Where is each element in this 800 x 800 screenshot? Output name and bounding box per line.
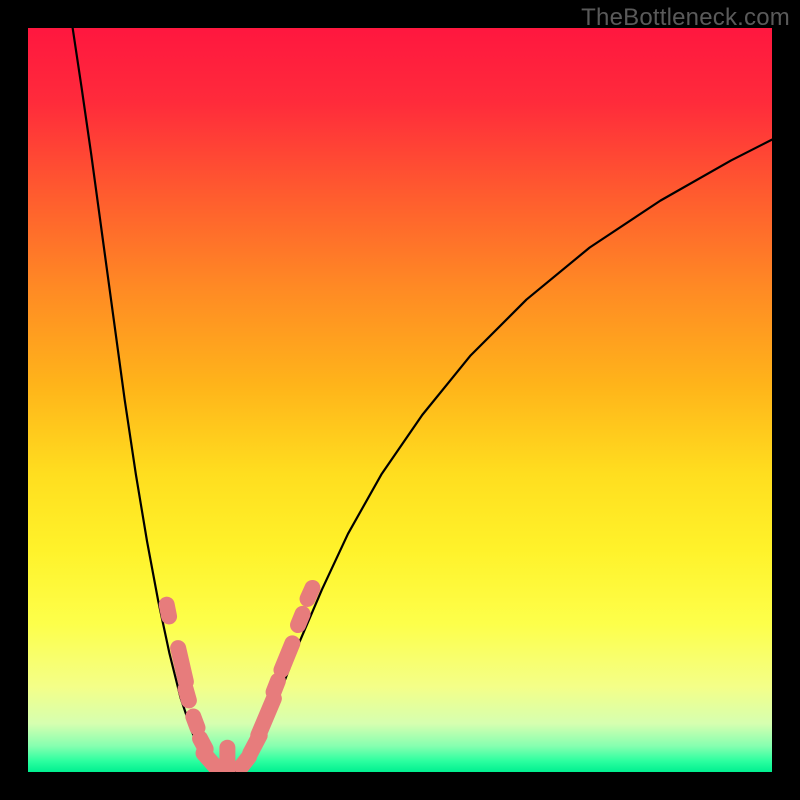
plot-area <box>28 28 772 772</box>
gradient-background <box>28 28 772 772</box>
data-marker <box>219 740 235 772</box>
chart-svg <box>28 28 772 772</box>
chart-frame: TheBottleneck.com <box>0 0 800 800</box>
